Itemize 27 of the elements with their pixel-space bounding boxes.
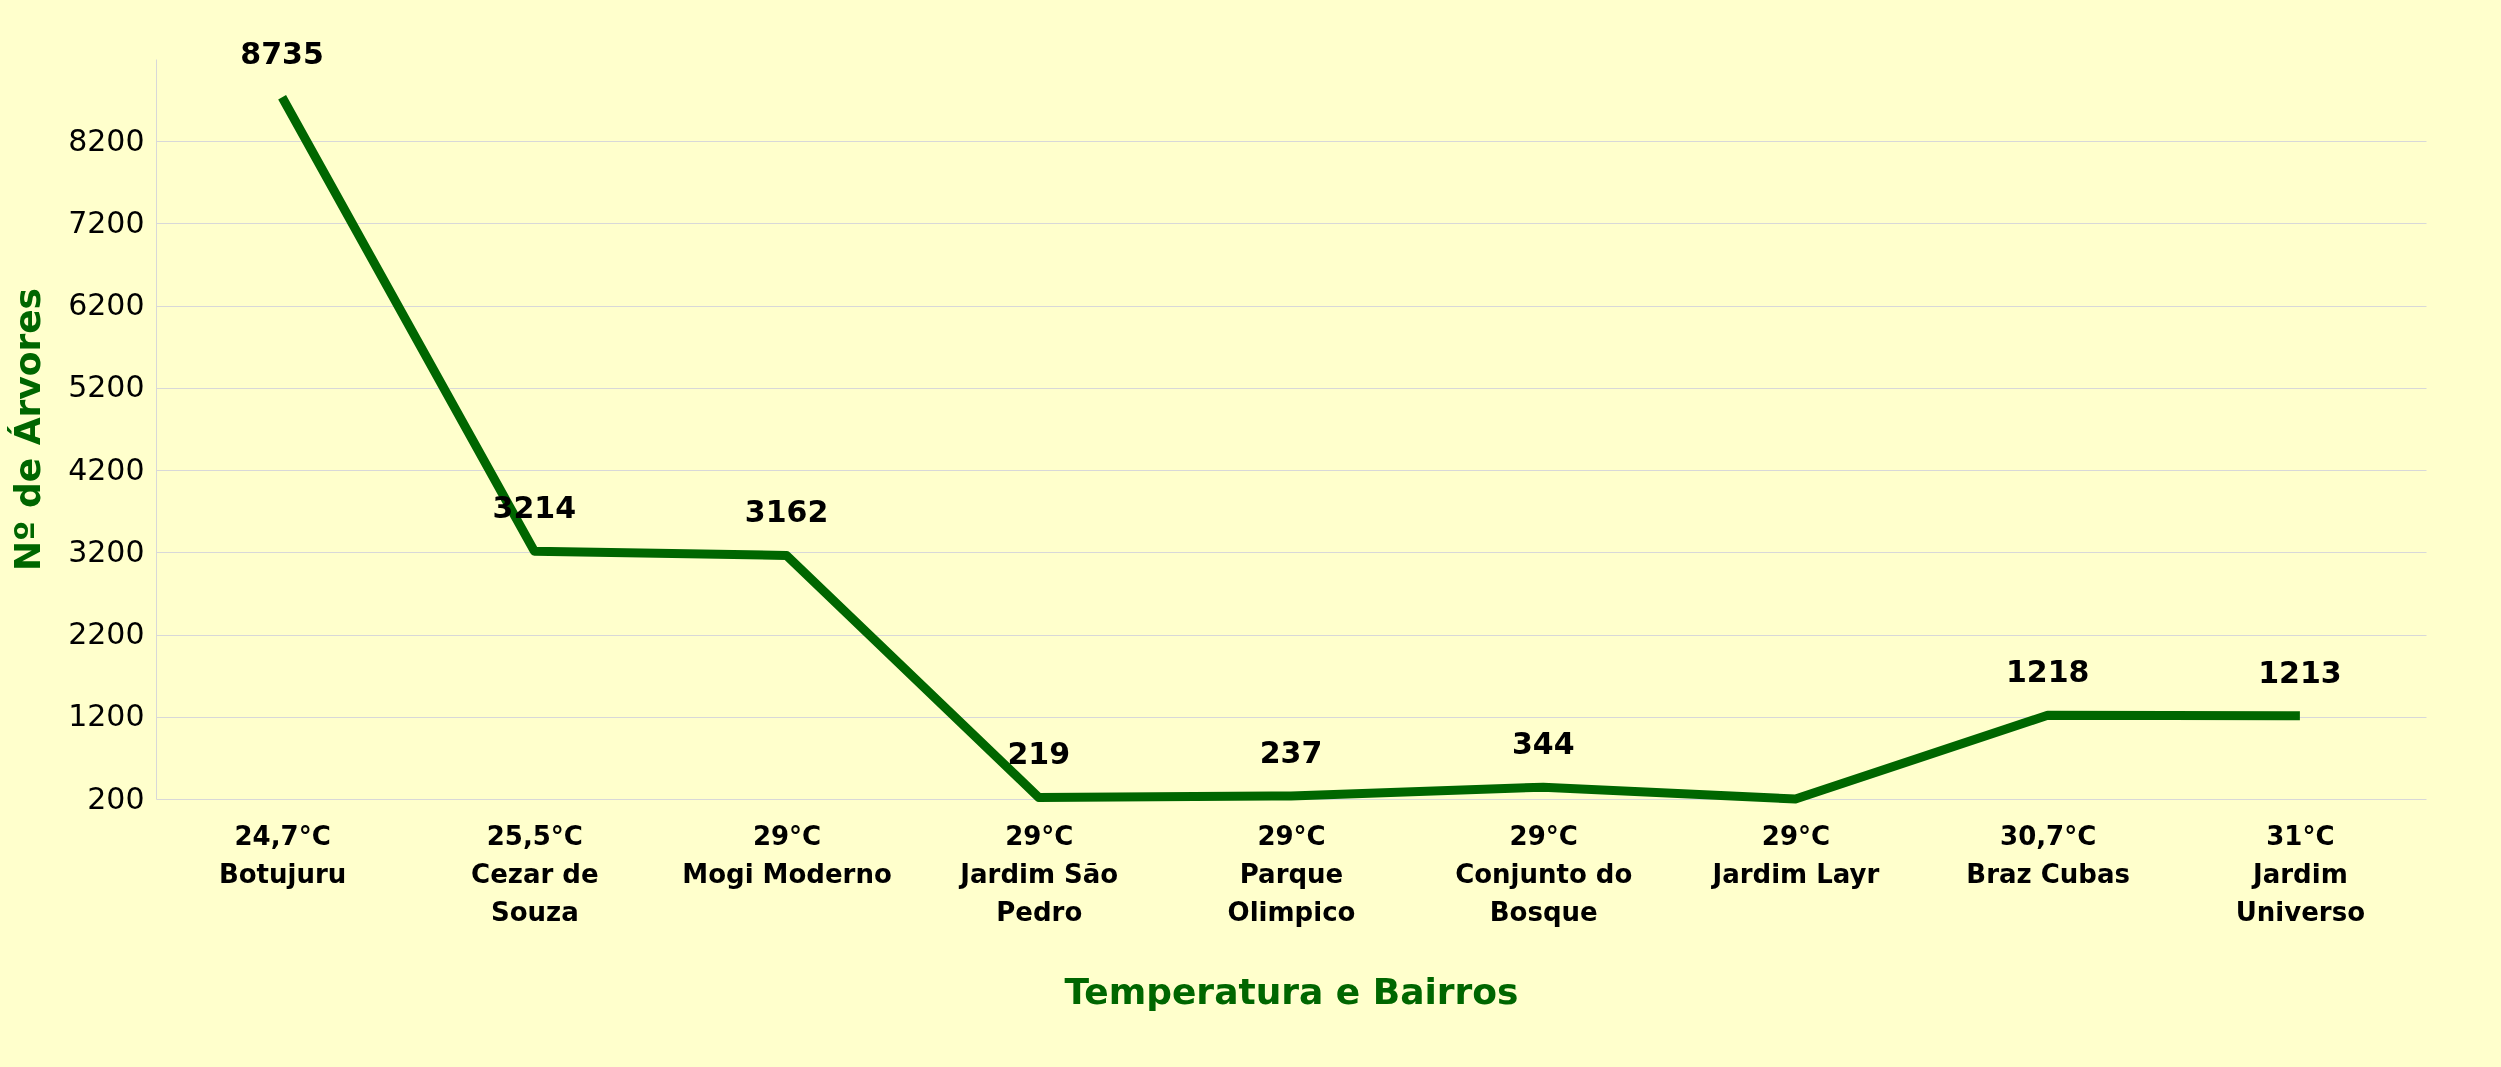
x-tick-label: 29°C Mogi Moderno: [682, 820, 892, 889]
y-tick-label: 3200: [68, 533, 145, 569]
y-axis-title: Nº de Árvores: [7, 287, 49, 572]
x-tick-label: 30,7°C Braz Cubas: [1966, 820, 2130, 889]
data-label: 3162: [744, 494, 829, 530]
y-tick-label: 6200: [68, 287, 145, 323]
x-tick-label: 25,5°C Cezar de Souza: [471, 820, 599, 927]
y-tick-label: 200: [87, 780, 145, 816]
data-label: 1213: [2258, 654, 2342, 690]
y-tick-label: 7200: [68, 204, 145, 240]
data-label: 237: [1259, 734, 1323, 770]
y-tick-label: 8200: [68, 122, 145, 158]
y-tick-label: 1200: [68, 698, 145, 734]
data-label: 344: [1511, 726, 1575, 762]
x-axis-title: Temperatura e Bairros: [1064, 970, 1519, 1012]
x-tick-label: 31°C Jardim Universo: [2235, 820, 2366, 927]
x-tick-label: 29°C Conjunto do Bosque: [1455, 820, 1633, 927]
data-label: 1218: [2005, 654, 2090, 690]
x-tick-label: 24,7°C Botujuru: [218, 820, 347, 889]
y-tick-label: 5200: [68, 369, 145, 405]
y-tick-label: 4200: [68, 451, 145, 487]
data-label: 219: [1007, 736, 1071, 772]
x-tick-label: 29°C Jardim Layr: [1710, 820, 1880, 889]
data-label: 8735: [240, 36, 324, 72]
x-tick-label: 29°C Parque Olimpico: [1227, 820, 1356, 927]
x-tick-label: 29°C Jardim São Pedro: [958, 820, 1119, 927]
y-tick-label: 2200: [68, 616, 145, 652]
